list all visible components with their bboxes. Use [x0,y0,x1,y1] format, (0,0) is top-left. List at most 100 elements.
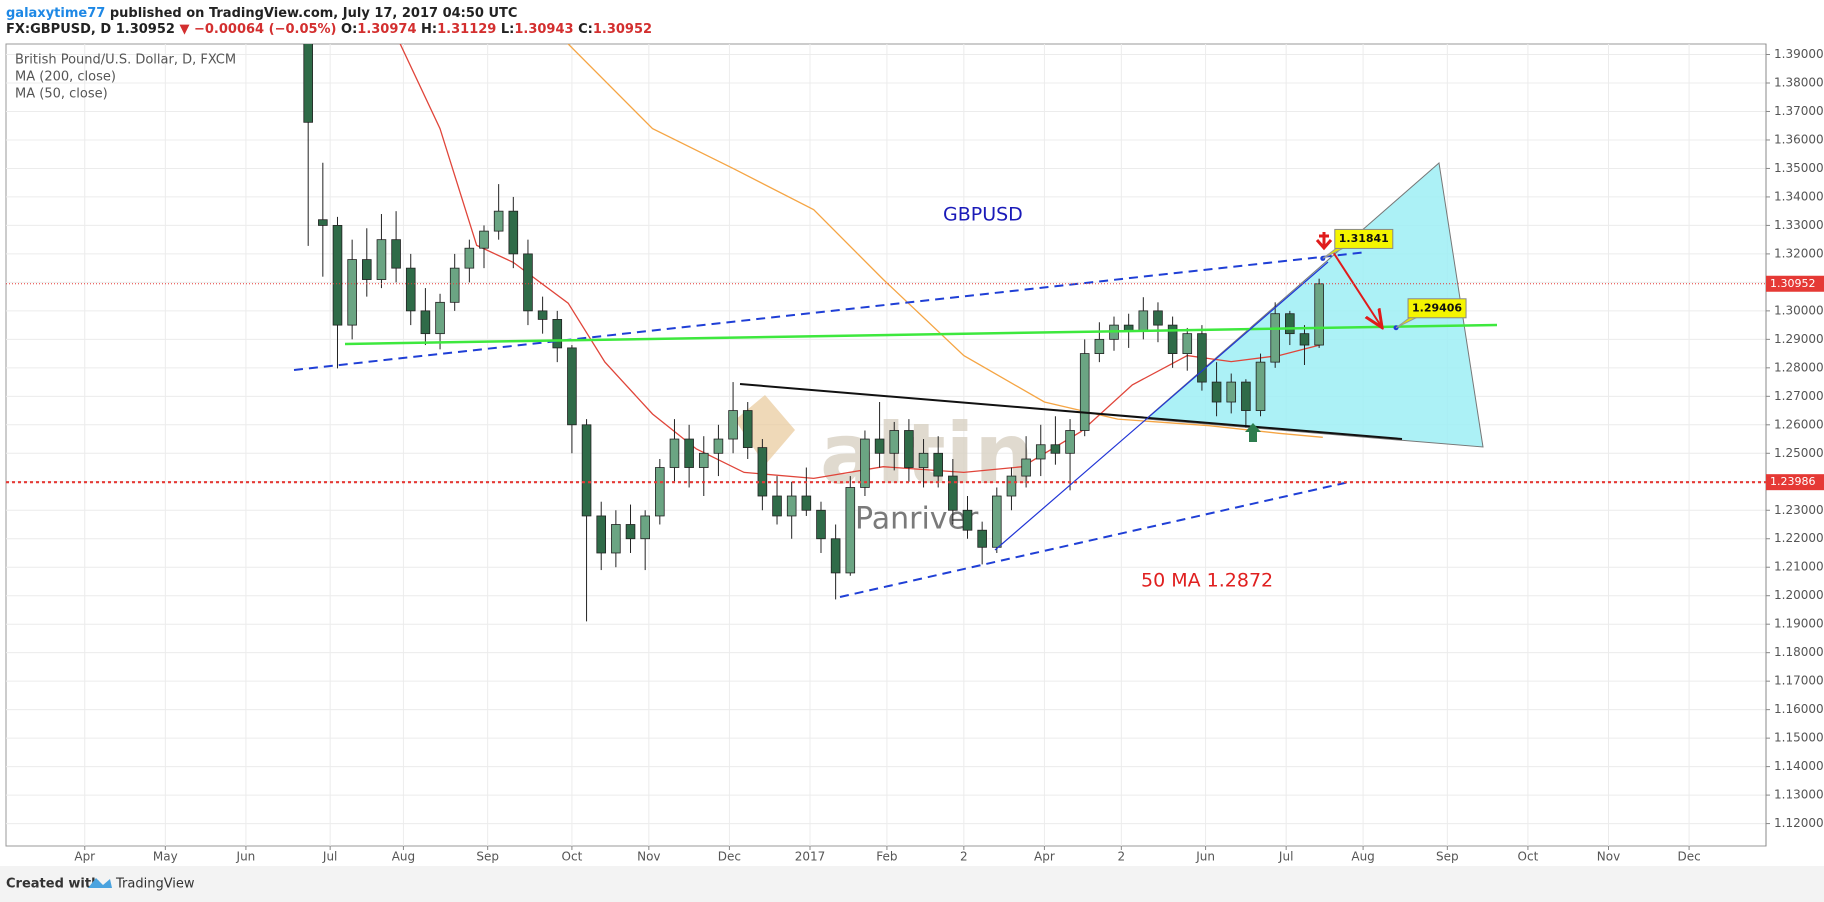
tag-label: 1.29406 [1412,301,1462,314]
y-tick-label: 1.34000 [1774,189,1824,203]
candle [1314,278,1324,348]
x-tick-label: Aug [1351,850,1374,864]
candle [948,458,958,525]
candle-body [1094,338,1105,354]
ohlc-label: O: [341,22,357,37]
y-tick-label: 1.15000 [1774,731,1824,745]
y-tick-label: 1.37000 [1774,104,1824,118]
candle-body [347,259,357,326]
candle [1255,353,1266,417]
x-tick-label: Nov [1597,850,1620,864]
candle [1197,325,1207,391]
tag-box [1407,298,1467,319]
candle-body [1197,333,1207,383]
candle [933,436,943,488]
candle-body [874,438,885,454]
ohlc-value: 1.30974 [357,22,416,37]
candle-body [669,438,680,468]
candle [742,402,753,459]
candle-body [860,438,870,488]
symbol: FX:GBPUSD, D [6,22,111,37]
candle-body [1167,324,1178,354]
candle [860,430,870,497]
y-tick-label: 1.20000 [1774,588,1824,602]
candle-body [728,410,738,440]
y-tick-label: 1.17000 [1774,674,1824,688]
candle-body [640,515,650,540]
y-tick-label: 1.30000 [1774,303,1824,317]
y-tick-label: 1.13000 [1774,788,1824,802]
candle-body [303,44,313,123]
header-line: galaxytime77 published on TradingView.co… [6,6,517,21]
candle-body [435,301,445,335]
candle-body [581,424,592,517]
target-arrow [1332,251,1381,326]
candle [523,239,533,326]
footer-brand[interactable]: TradingView [115,877,195,892]
candle-body [493,210,504,232]
candle-body [684,438,694,468]
y-tick-label: 1.39000 [1774,47,1824,61]
candle-body [596,515,607,554]
annotation: GBPUSD [943,204,1023,226]
candle-body [1211,381,1222,403]
drawings-over: GBPUSD 50 MA 1.2872 [293,204,1498,598]
watermark: Panriver [855,502,979,537]
candle-body [845,487,856,574]
x-tick-label: May [153,850,178,864]
x-tick-label: Dec [1677,850,1700,864]
candle [391,211,401,283]
x-tick-label: Aug [392,850,415,864]
x-tick-label: Dec [718,850,741,864]
candle-body [904,430,914,468]
candle [728,382,738,454]
x-tick-label: Apr [1034,850,1055,864]
candle-body [1270,313,1280,363]
candle [684,424,694,488]
candle [1241,379,1251,428]
candle [318,162,328,277]
candle [303,44,313,246]
candle [1050,416,1061,465]
candle [1079,339,1090,437]
y-tick-label: 1.32000 [1774,246,1824,260]
candle-body [992,495,1002,548]
candle [1182,327,1193,371]
candle [567,345,577,454]
candle-body [449,267,460,303]
x-tick-label: Jul [1278,850,1293,864]
candle-body [933,452,943,477]
candle [698,436,709,497]
candle-body [1255,361,1266,411]
y-tick-label: 1.18000 [1774,645,1824,659]
candle-body [318,219,328,226]
candle [889,421,900,471]
price: 1.30952 [116,22,175,37]
candle-body [611,524,621,554]
author-link[interactable]: galaxytime77 [6,6,105,21]
candle [830,524,841,600]
symbol-line: FX:GBPUSD, D 1.30952 ▼ −0.00064 (−0.05%)… [6,22,652,37]
x-tick-label: Oct [562,850,583,864]
candle-body [772,495,782,517]
x-tick-label: 2 [960,850,968,864]
candle [801,467,812,516]
candle [772,476,782,525]
x-tick-label: Apr [74,850,95,864]
candle [918,439,929,488]
candle-body [1285,313,1295,335]
candle-body [1314,283,1324,346]
x-tick-label: Sep [1436,850,1459,864]
candle [786,481,797,539]
ohlc-label: L: [501,22,514,37]
candle [596,501,607,571]
candle-body [742,410,753,448]
candle [669,419,680,482]
candle [845,476,856,576]
annotation: 50 MA 1.2872 [1141,570,1273,592]
candle-body [464,247,475,269]
candle-body [420,310,431,335]
candle-body [1182,333,1193,354]
published: published on TradingView.com, July 17, 2… [105,6,517,21]
